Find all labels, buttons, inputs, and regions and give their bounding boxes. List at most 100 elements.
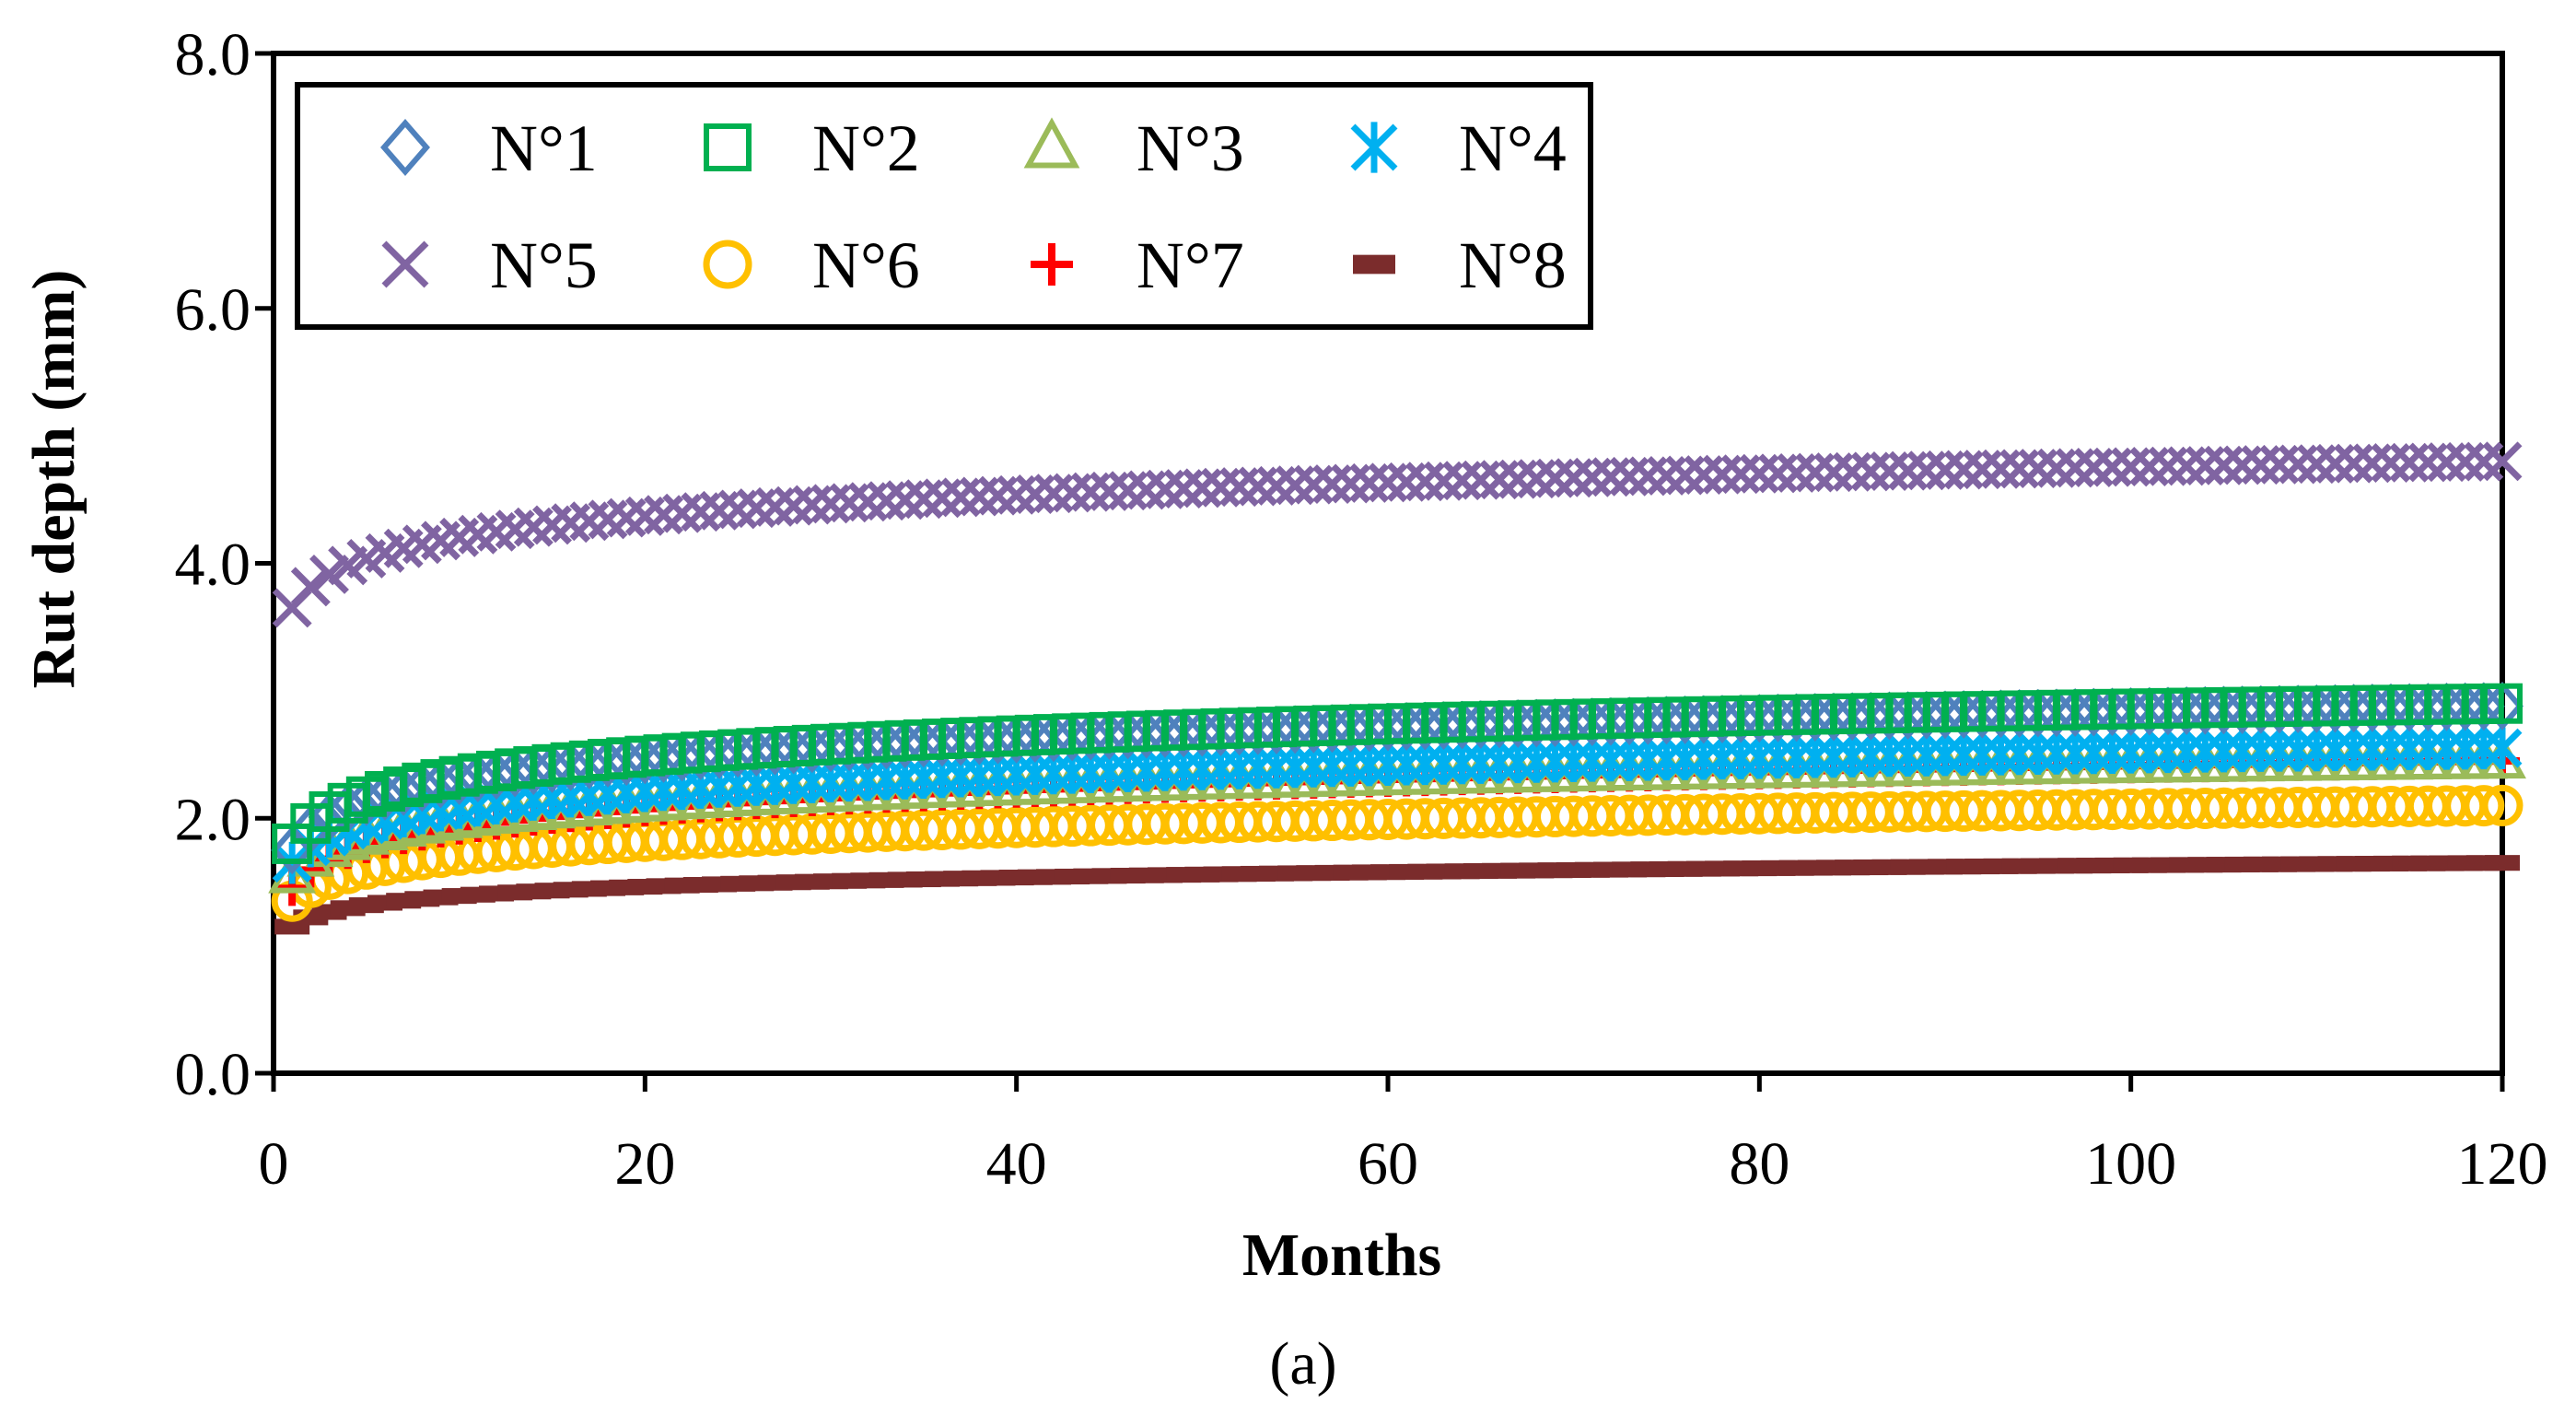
data-point	[2091, 687, 2134, 737]
data-point	[735, 728, 778, 777]
legend-label: N°1	[490, 111, 598, 185]
data-point	[1663, 695, 1707, 744]
data-point	[2462, 682, 2505, 731]
data-point	[2258, 684, 2301, 734]
legend-label: N°7	[1136, 228, 1244, 302]
data-point	[530, 743, 574, 793]
data-point	[2016, 688, 2059, 738]
data-point	[1756, 693, 1800, 743]
data-point	[1422, 701, 1465, 750]
data-point	[1533, 698, 1577, 747]
data-point	[401, 763, 444, 813]
legend-label: N°3	[1136, 111, 1244, 185]
data-point	[1069, 711, 1113, 761]
data-point	[2443, 682, 2487, 731]
series-6	[271, 784, 2524, 922]
data-point	[790, 724, 833, 774]
data-point	[1552, 697, 1595, 747]
series-5	[272, 441, 2523, 628]
series-4	[272, 727, 2523, 884]
data-point	[290, 567, 331, 607]
data-point	[1849, 691, 1893, 741]
data-point	[976, 715, 1020, 765]
data-point	[1236, 706, 1279, 755]
data-point	[2350, 684, 2394, 732]
data-point	[1181, 708, 1224, 757]
legend-entry-5: N°5	[381, 228, 598, 302]
data-point	[2482, 441, 2523, 482]
data-point	[1738, 694, 1781, 743]
data-point	[1088, 711, 1131, 760]
data-point	[1793, 693, 1836, 742]
legend-marker	[704, 123, 752, 171]
data-point	[1459, 700, 1502, 749]
data-point	[2202, 685, 2245, 735]
data-point	[549, 742, 592, 791]
legend-marker	[1350, 122, 1398, 173]
data-point	[2127, 686, 2171, 736]
data-point	[1924, 690, 1966, 740]
data-point	[1831, 692, 1874, 742]
data-point	[1590, 696, 1632, 746]
y-axis-title: Rut depth (mm)	[20, 270, 87, 689]
data-point	[2463, 785, 2505, 827]
data-point	[512, 746, 555, 796]
data-point	[2184, 685, 2227, 735]
data-point	[1961, 689, 2004, 739]
data-point	[828, 722, 871, 772]
legend-entry-8: N°8	[1353, 228, 1567, 302]
data-point	[1347, 703, 1391, 753]
data-point	[1051, 712, 1094, 762]
data-point	[1311, 704, 1354, 754]
data-point	[587, 739, 629, 788]
data-point	[1440, 700, 1484, 750]
legend-marker	[1023, 117, 1080, 169]
data-point	[2388, 683, 2431, 732]
data-point	[1701, 695, 1743, 743]
data-point	[717, 729, 760, 778]
data-point	[1144, 708, 1186, 758]
data-point	[2485, 855, 2520, 871]
data-point	[475, 751, 518, 801]
data-point	[2054, 688, 2097, 737]
series-1	[271, 682, 2524, 875]
data-point	[567, 740, 611, 789]
data-point	[1385, 702, 1428, 752]
data-point	[772, 725, 815, 775]
data-point	[1478, 699, 1521, 749]
x-tick-label: 40	[986, 1130, 1047, 1198]
data-point	[1497, 699, 1540, 748]
x-tick-label: 0	[259, 1130, 289, 1198]
data-point	[437, 756, 481, 806]
data-point	[1013, 714, 1056, 763]
data-point	[1292, 704, 1335, 754]
data-point	[698, 730, 740, 779]
data-point	[2165, 686, 2209, 735]
data-point	[1032, 713, 1075, 763]
data-point	[2220, 685, 2264, 734]
series-2	[272, 683, 2523, 864]
x-tick-label: 100	[2085, 1130, 2176, 1198]
data-point	[1199, 708, 1242, 756]
data-point	[382, 766, 425, 816]
data-point	[494, 748, 537, 798]
y-tick-label: 2.0	[175, 786, 251, 853]
data-point	[883, 719, 927, 769]
legend-entry-2: N°2	[704, 111, 920, 185]
y-tick-label: 6.0	[175, 276, 251, 344]
data-point	[1515, 698, 1558, 748]
legend-entry-3: N°3	[1023, 111, 1244, 185]
y-tick-label: 0.0	[175, 1041, 251, 1108]
data-point	[2481, 784, 2524, 826]
data-point	[1274, 705, 1317, 754]
data-point	[902, 719, 945, 768]
data-point	[810, 723, 852, 773]
data-point	[679, 731, 722, 780]
x-tick-label: 60	[1358, 1130, 1418, 1198]
legend-entry-4: N°4	[1350, 111, 1567, 185]
legend-marker	[703, 240, 752, 289]
data-point	[1218, 707, 1261, 756]
data-point	[1125, 709, 1168, 759]
